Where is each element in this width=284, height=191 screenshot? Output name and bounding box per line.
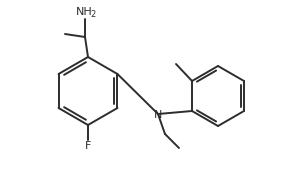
Text: 2: 2 xyxy=(90,10,96,19)
Text: F: F xyxy=(85,141,91,151)
Text: N: N xyxy=(154,110,162,120)
Text: NH: NH xyxy=(76,7,92,17)
